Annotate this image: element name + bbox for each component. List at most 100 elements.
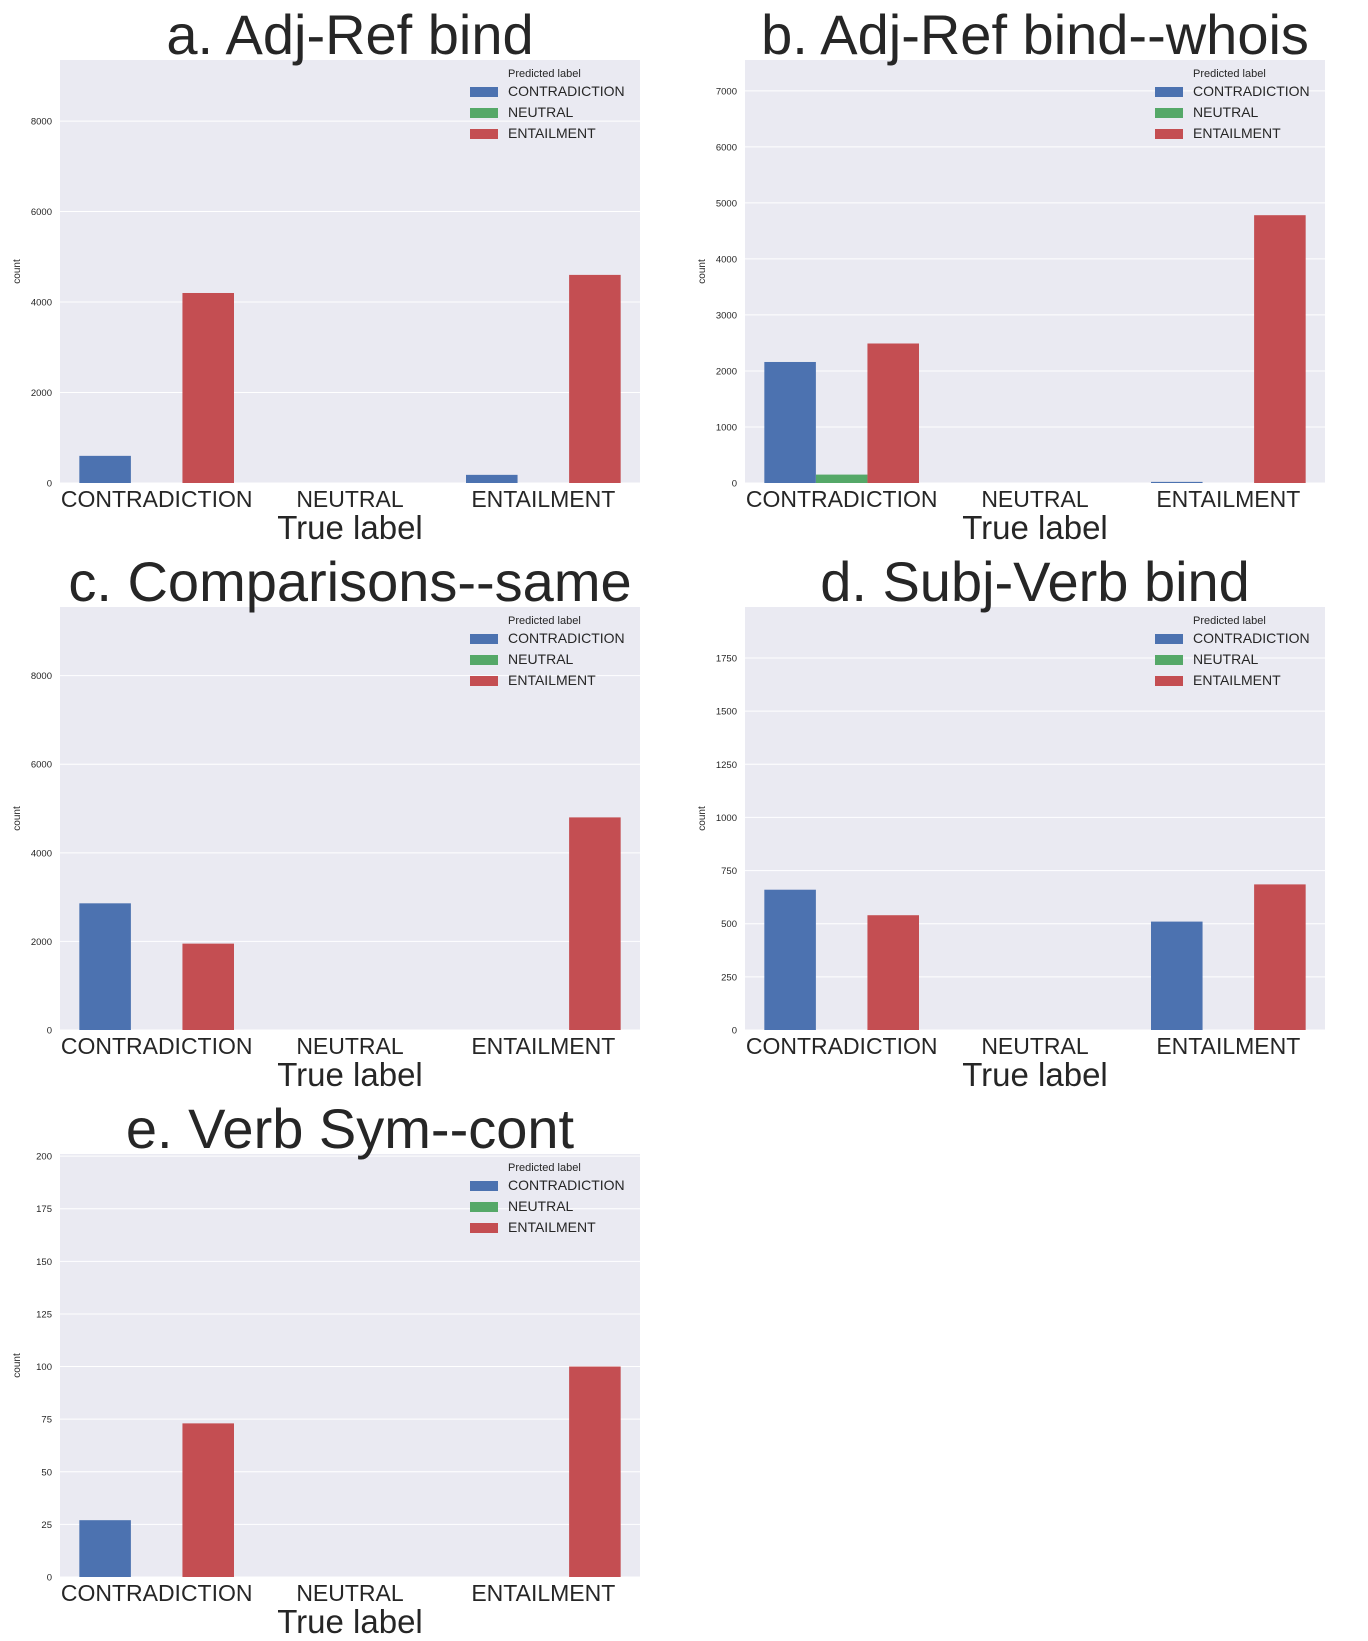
y-axis-label: count — [12, 806, 23, 831]
y-tick-label: 0 — [47, 479, 52, 490]
y-tick-label: 75 — [41, 1415, 52, 1426]
x-tick-label: NEUTRAL — [981, 486, 1089, 512]
plot-area — [745, 60, 1325, 483]
y-tick-label: 4000 — [716, 254, 737, 265]
legend-swatch — [1155, 108, 1183, 118]
bar-contradiction-entailment — [1151, 921, 1203, 1030]
y-tick-label: 750 — [721, 866, 737, 877]
x-tick-label: CONTRADICTION — [61, 486, 253, 512]
x-tick-label: ENTAILMENT — [471, 1033, 615, 1059]
x-tick-label: ENTAILMENT — [1156, 1033, 1300, 1059]
y-tick-label: 0 — [732, 1026, 737, 1037]
legend-title: Predicted label — [508, 615, 581, 627]
legend-label: ENTAILMENT — [508, 1219, 596, 1235]
y-axis-label: count — [12, 259, 23, 284]
legend-label: ENTAILMENT — [508, 125, 596, 141]
legend-title: Predicted label — [508, 68, 581, 80]
y-tick-label: 1500 — [716, 707, 737, 718]
bar-entailment-contradiction — [182, 292, 234, 483]
y-tick-label: 6000 — [31, 207, 52, 218]
legend-swatch — [470, 1202, 498, 1212]
x-tick-label: CONTRADICTION — [61, 1580, 253, 1606]
chart-title: e. Verb Sym--cont — [126, 1097, 575, 1160]
legend: Predicted label CONTRADICTION NEUTRAL ENTAI… — [470, 615, 625, 688]
x-tick-label: ENTAILMENT — [1156, 486, 1300, 512]
x-axis-label: True label — [962, 509, 1108, 546]
y-tick-label: 0 — [47, 1026, 52, 1037]
bar-entailment-entailment — [569, 1366, 621, 1577]
y-tick-label: 0 — [47, 1573, 52, 1584]
y-tick-label: 175 — [36, 1204, 52, 1215]
legend-swatch — [1155, 676, 1183, 686]
legend-label: ENTAILMENT — [1193, 125, 1281, 141]
y-tick-label: 5000 — [716, 198, 737, 209]
x-axis-label: True label — [277, 1603, 423, 1640]
bar-entailment-entailment — [1254, 884, 1306, 1030]
y-tick-label: 8000 — [31, 117, 52, 128]
legend-label: CONTRADICTION — [508, 83, 625, 99]
bar-contradiction-contradiction — [79, 903, 131, 1030]
y-tick-label: 1000 — [716, 422, 737, 433]
bar-entailment-contradiction — [182, 1423, 234, 1577]
legend-swatch — [470, 1181, 498, 1191]
y-tick-label: 1000 — [716, 813, 737, 824]
legend-swatch — [470, 634, 498, 644]
chart-panel-2: 0 2000 4000 6000 8000 CONTRADICTION NEUTRAL ENT… — [12, 550, 640, 1093]
x-axis-label: True label — [962, 1056, 1108, 1093]
x-axis-label: True label — [277, 509, 423, 546]
bar-neutral-contradiction — [815, 474, 868, 483]
legend-swatch — [1155, 655, 1183, 665]
bar-contradiction-contradiction — [764, 889, 816, 1030]
x-axis-label: True label — [277, 1056, 423, 1093]
legend-swatch — [470, 87, 498, 97]
plot-area — [60, 607, 640, 1030]
bar-entailment-contradiction — [867, 915, 919, 1030]
legend-label: NEUTRAL — [508, 1198, 574, 1214]
y-tick-label: 8000 — [31, 671, 52, 682]
legend-label: CONTRADICTION — [508, 630, 625, 646]
y-tick-label: 25 — [41, 1520, 52, 1531]
y-tick-label: 2000 — [31, 388, 52, 399]
legend-label: NEUTRAL — [508, 104, 574, 120]
y-tick-label: 50 — [41, 1467, 52, 1478]
plot-area — [60, 60, 640, 483]
y-tick-label: 4000 — [31, 298, 52, 309]
y-tick-label: 7000 — [716, 86, 737, 97]
legend-label: NEUTRAL — [1193, 651, 1259, 667]
bar-contradiction-contradiction — [764, 361, 816, 483]
legend-label: NEUTRAL — [508, 651, 574, 667]
y-tick-label: 6000 — [31, 760, 52, 771]
y-tick-label: 500 — [721, 919, 737, 930]
chart-panel-4: 0 25 50 75 100 125 150 175 200 CONTRADICTION NEUTR… — [12, 1097, 640, 1640]
bar-contradiction-entailment — [1151, 481, 1203, 483]
bar-contradiction-contradiction — [79, 1520, 131, 1577]
y-tick-label: 200 — [36, 1152, 52, 1163]
chart-panel-1: 0 1000 2000 3000 4000 5000 6000 7000 CONTRADICTI… — [697, 3, 1325, 546]
y-tick-label: 4000 — [31, 848, 52, 859]
y-tick-label: 250 — [721, 972, 737, 983]
legend-label: CONTRADICTION — [1193, 83, 1310, 99]
legend-title: Predicted label — [1193, 615, 1266, 627]
y-tick-label: 2000 — [31, 937, 52, 948]
y-tick-label: 3000 — [716, 310, 737, 321]
legend-swatch — [1155, 634, 1183, 644]
legend-label: NEUTRAL — [1193, 104, 1259, 120]
y-tick-label: 100 — [36, 1362, 52, 1373]
y-tick-label: 125 — [36, 1309, 52, 1320]
y-tick-label: 150 — [36, 1257, 52, 1268]
bar-entailment-entailment — [569, 274, 621, 483]
x-tick-label: CONTRADICTION — [61, 1033, 253, 1059]
legend-title: Predicted label — [1193, 68, 1266, 80]
legend-label: ENTAILMENT — [508, 672, 596, 688]
y-axis-label: count — [697, 259, 708, 284]
legend: Predicted label CONTRADICTION NEUTRAL ENTAI… — [470, 1162, 625, 1235]
legend: Predicted label CONTRADICTION NEUTRAL ENTAI… — [1155, 615, 1310, 688]
y-tick-label: 1750 — [716, 654, 737, 665]
x-tick-label: CONTRADICTION — [746, 486, 938, 512]
legend: Predicted label CONTRADICTION NEUTRAL ENTAI… — [1155, 68, 1310, 141]
chart-title: d. Subj-Verb bind — [820, 550, 1250, 613]
y-tick-label: 2000 — [716, 366, 737, 377]
x-tick-label: NEUTRAL — [296, 486, 404, 512]
y-tick-label: 6000 — [716, 142, 737, 153]
